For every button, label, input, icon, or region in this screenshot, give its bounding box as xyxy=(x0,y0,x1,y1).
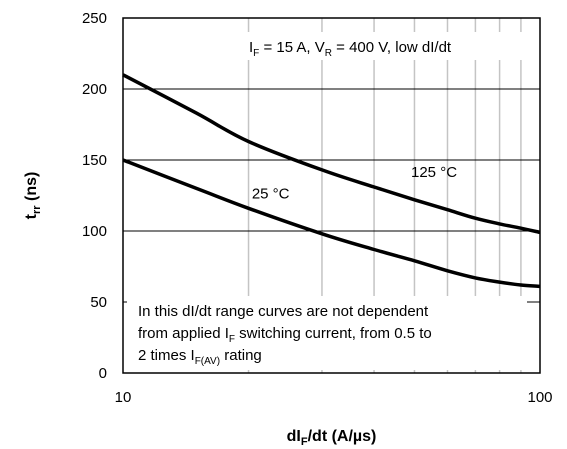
note-line-2: from applied IF switching current, from … xyxy=(138,325,432,345)
note-background xyxy=(127,296,527,370)
y-tick-label: 50 xyxy=(90,294,107,311)
x-axis-title: dIF/dt (A/µs) xyxy=(287,428,377,448)
note-line-3: 2 times IF(AV) rating xyxy=(138,347,262,367)
conditions-background xyxy=(244,32,536,60)
curve-labels: 25 °C 125 °C xyxy=(252,164,457,202)
plot-frame xyxy=(122,17,541,374)
y-tick-label: 100 xyxy=(82,223,107,240)
curve-label: 25 °C xyxy=(252,185,290,202)
x-tick-label: 100 xyxy=(527,389,552,406)
series-line-125c xyxy=(122,73,541,235)
x-tick-label: 10 xyxy=(115,389,132,406)
series-layer xyxy=(122,73,541,289)
note-line-1: In this dI/dt range curves are not depen… xyxy=(138,303,429,320)
y-axis-title: trr (ns) xyxy=(23,172,43,220)
y-tick-label: 250 xyxy=(82,10,107,27)
tick-labels: 0 50 100 150 200 250 10 100 xyxy=(82,10,553,406)
y-tick-label: 200 xyxy=(82,81,107,98)
conditions-annotation: IF = 15 A, VR = 400 V, low dI/dt xyxy=(249,39,452,59)
y-tick-label: 0 xyxy=(99,365,107,382)
y-tick-label: 150 xyxy=(82,152,107,169)
series-line-25c xyxy=(122,158,541,289)
gridlines xyxy=(123,18,540,373)
curve-label: 125 °C xyxy=(411,164,457,181)
